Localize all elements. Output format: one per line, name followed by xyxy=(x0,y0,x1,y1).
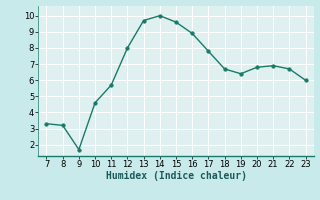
X-axis label: Humidex (Indice chaleur): Humidex (Indice chaleur) xyxy=(106,171,246,181)
